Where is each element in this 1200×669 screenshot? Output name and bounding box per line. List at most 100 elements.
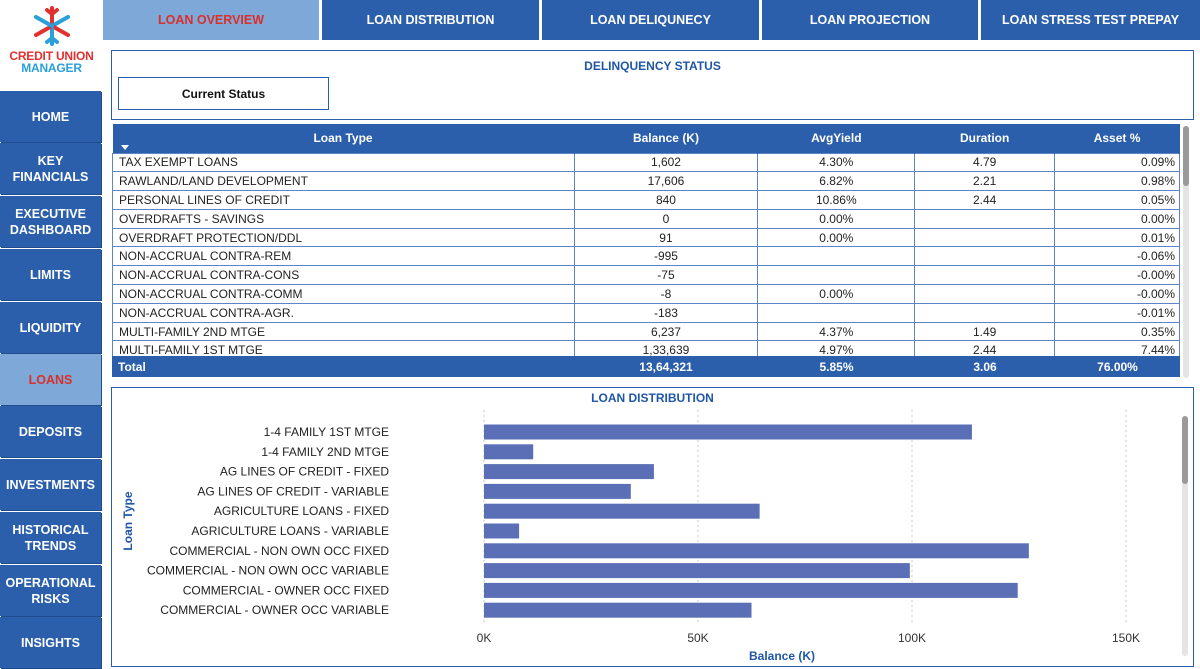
- cell-balance: 1,33,639: [573, 340, 759, 356]
- cell-duration: 2.21: [914, 171, 1056, 192]
- y-category-label: 1-4 FAMILY 1ST MTGE: [264, 425, 389, 439]
- col-header-duration[interactable]: Duration: [914, 124, 1056, 153]
- cell-balance: 17,606: [573, 171, 759, 192]
- cell-duration: [914, 265, 1056, 286]
- total-label: Total: [118, 359, 146, 374]
- cell-avgyield: 0.00%: [757, 208, 916, 229]
- bar[interactable]: [484, 503, 760, 519]
- col-header-asset[interactable]: Asset %: [1054, 124, 1180, 153]
- table-row[interactable]: MULTI-FAMILY 1ST MTGE 1,33,639 4.97% 2.44 7.…: [112, 340, 1180, 356]
- total-duration: 3.06: [973, 359, 997, 374]
- y-category-label: 1-4 FAMILY 2ND MTGE: [261, 445, 389, 459]
- tab-loan-distribution[interactable]: LOAN DISTRIBUTION: [322, 0, 539, 40]
- sidebar-item-loans[interactable]: LOANS: [0, 354, 101, 405]
- sidebar-item-home[interactable]: HOME: [0, 91, 101, 142]
- brand-logo: CREDIT UNION MANAGER: [0, 0, 103, 86]
- loan-distribution-chart: 0K 50K 100K 150K 1-4 FAMILY 1ST MTGE 1-4 FAMI…: [147, 410, 1140, 645]
- cell-avgyield: 6.82%: [757, 171, 916, 192]
- cell-duration: [914, 246, 1056, 267]
- bar[interactable]: [484, 444, 534, 460]
- cell-balance: -995: [573, 246, 759, 267]
- chart-scroll-thumb[interactable]: [1182, 416, 1188, 484]
- sidebar-item-executive-dashboard[interactable]: EXECUTIVE DASHBOARD: [0, 196, 101, 247]
- table-row[interactable]: OVERDRAFT PROTECTION/DDL 91 0.00% 0.01%: [112, 227, 1180, 248]
- sort-down-icon[interactable]: [120, 144, 129, 150]
- x-tick-label: 50K: [687, 631, 708, 645]
- total-yield: 5.85%: [819, 359, 854, 374]
- current-status-button[interactable]: Current Status: [118, 77, 329, 110]
- cell-loan-type: NON-ACCRUAL CONTRA-AGR.: [112, 302, 575, 323]
- cell-avgyield: [757, 302, 916, 323]
- bar[interactable]: [484, 543, 1029, 559]
- cell-balance: 91: [573, 227, 759, 248]
- table-row[interactable]: TAX EXEMPT LOANS 1,602 4.30% 4.79 0.09%: [112, 152, 1180, 173]
- bar[interactable]: [484, 464, 654, 480]
- sidebar-item-key-financials[interactable]: KEY FINANCIALS: [0, 143, 101, 194]
- y-category-label: AG LINES OF CREDIT - VARIABLE: [197, 484, 389, 498]
- cell-loan-type: TAX EXEMPT LOANS: [112, 152, 575, 173]
- table-row[interactable]: NON-ACCRUAL CONTRA-CONS -75 -0.00%: [112, 265, 1180, 286]
- cell-loan-type: NON-ACCRUAL CONTRA-COMM: [112, 284, 575, 304]
- cell-loan-type: MULTI-FAMILY 1ST MTGE: [112, 340, 575, 356]
- y-category-label: COMMERCIAL - NON OWN OCC FIXED: [169, 544, 389, 558]
- cell-duration: 4.79: [914, 152, 1056, 173]
- bar[interactable]: [484, 483, 631, 499]
- table-row[interactable]: NON-ACCRUAL CONTRA-AGR. -183 -0.01%: [112, 302, 1180, 323]
- tab-loan-projection[interactable]: LOAN PROJECTION: [762, 0, 978, 40]
- table-row[interactable]: PERSONAL LINES OF CREDIT 840 10.86% 2.44 0.0…: [112, 190, 1180, 210]
- y-category-label: AGRICULTURE LOANS - VARIABLE: [191, 524, 389, 538]
- sidebar-item-limits[interactable]: LIMITS: [0, 249, 101, 300]
- table-row[interactable]: NON-ACCRUAL CONTRA-COMM -8 0.00% -0.00%: [112, 284, 1180, 304]
- table-row[interactable]: RAWLAND/LAND DEVELOPMENT 17,606 6.82% 2.21 0…: [112, 171, 1180, 192]
- bar[interactable]: [484, 563, 910, 579]
- table-scroll-thumb[interactable]: [1183, 126, 1189, 186]
- total-asset: 76.00%: [1097, 359, 1138, 374]
- col-header-avgyield[interactable]: AvgYield: [757, 124, 916, 153]
- cell-loan-type: RAWLAND/LAND DEVELOPMENT: [112, 171, 575, 192]
- cell-loan-type: MULTI-FAMILY 2ND MTGE: [112, 321, 575, 342]
- tab-loan-stress-test-prepay[interactable]: LOAN STRESS TEST PREPAY: [981, 0, 1200, 40]
- cell-balance: -183: [573, 302, 759, 323]
- table-row[interactable]: NON-ACCRUAL CONTRA-REM -995 -0.06%: [112, 246, 1180, 267]
- sidebar-item-deposits[interactable]: DEPOSITS: [0, 406, 101, 457]
- tab-loan-overview[interactable]: LOAN OVERVIEW: [103, 0, 319, 40]
- bar[interactable]: [484, 523, 520, 539]
- table-header-row: Loan Type Balance (K) AvgYield Duration …: [112, 124, 1180, 153]
- table-total-row: Total 13,64,321 5.85% 3.06 76.00%: [112, 356, 1180, 377]
- table-row[interactable]: MULTI-FAMILY 2ND MTGE 6,237 4.37% 1.49 0.35%: [112, 321, 1180, 342]
- cell-loan-type: OVERDRAFTS - SAVINGS: [112, 208, 575, 229]
- col-header-loan-type[interactable]: Loan Type: [112, 124, 575, 153]
- cell-avgyield: 10.86%: [757, 190, 916, 210]
- bar[interactable]: [484, 582, 1018, 598]
- sidebar-item-liquidity[interactable]: LIQUIDITY: [0, 302, 101, 353]
- cell-duration: [914, 284, 1056, 304]
- sidebar-item-investments[interactable]: INVESTMENTS: [0, 459, 101, 510]
- sidebar-item-operational-risks[interactable]: OPERATIONAL RISKS: [0, 565, 101, 616]
- cell-asset: 0.35%: [1054, 321, 1180, 342]
- cell-duration: [914, 227, 1056, 248]
- cell-loan-type: NON-ACCRUAL CONTRA-CONS: [112, 265, 575, 286]
- chart-x-axis-title: Balance (K): [749, 649, 816, 663]
- cell-avgyield: 4.30%: [757, 152, 916, 173]
- cell-duration: 2.44: [914, 190, 1056, 210]
- tab-loan-deliqunecy[interactable]: LOAN DELIQUNECY: [542, 0, 759, 40]
- sidebar-item-insights[interactable]: INSIGHTS: [0, 617, 101, 668]
- y-category-label: AG LINES OF CREDIT - FIXED: [220, 465, 389, 479]
- cell-avgyield: 4.97%: [757, 340, 916, 356]
- chart-y-axis-title: Loan Type: [121, 491, 135, 551]
- cell-asset: 0.05%: [1054, 190, 1180, 210]
- cell-avgyield: 0.00%: [757, 284, 916, 304]
- table-body: TAX EXEMPT LOANS 1,602 4.30% 4.79 0.09% RAWLA…: [112, 152, 1180, 356]
- table-row[interactable]: OVERDRAFTS - SAVINGS 0 0.00% 0.00%: [112, 208, 1180, 229]
- bar[interactable]: [484, 602, 752, 618]
- sidebar-item-historical-trends[interactable]: HISTORICAL TRENDS: [0, 512, 101, 563]
- table-scrollbar[interactable]: [1183, 126, 1189, 378]
- y-category-label: COMMERCIAL - OWNER OCC FIXED: [183, 583, 390, 597]
- loan-table: Loan Type Balance (K) AvgYield Duration …: [112, 124, 1180, 356]
- cell-balance: 1,602: [573, 152, 759, 173]
- col-header-balance[interactable]: Balance (K): [574, 124, 759, 153]
- cell-loan-type: OVERDRAFT PROTECTION/DDL: [112, 227, 575, 248]
- bar[interactable]: [484, 424, 972, 440]
- chart-scrollbar[interactable]: [1182, 416, 1188, 656]
